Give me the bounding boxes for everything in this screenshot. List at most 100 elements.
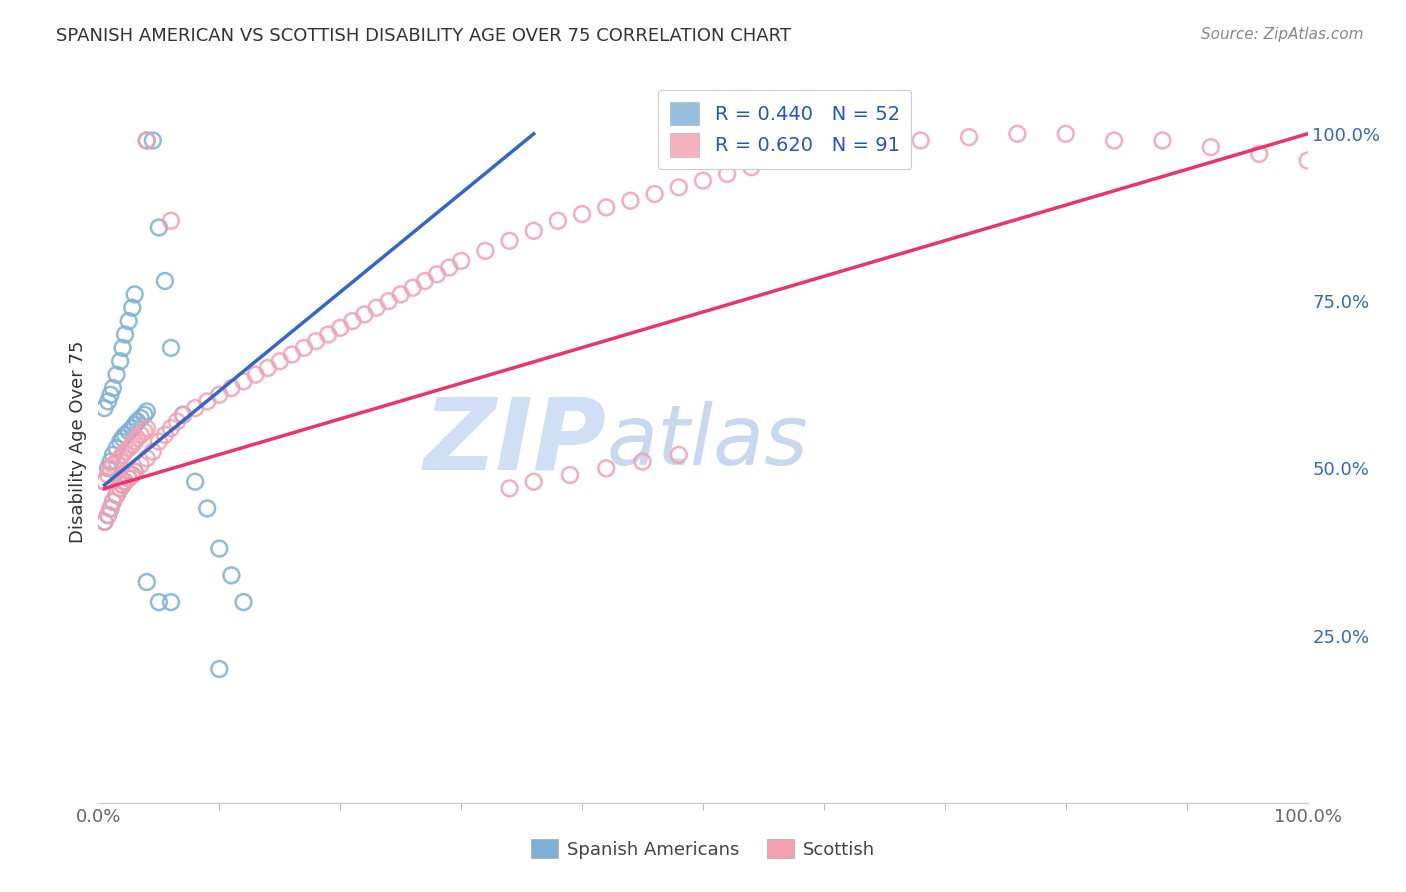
Point (108, 354, 131, 368)
Point (118, 314, 141, 328)
Point (740, 161, 762, 175)
Point (124, 287, 146, 301)
Point (208, 662, 231, 676)
Point (269, 354, 291, 368)
Point (135, 134, 157, 148)
Point (135, 421, 157, 435)
Point (100, 461, 122, 475)
Point (644, 187, 666, 202)
Point (160, 341, 183, 355)
Point (232, 375, 254, 389)
Point (97, 508, 120, 523)
Point (135, 451, 157, 466)
Point (134, 408, 156, 422)
Point (765, 153, 787, 168)
Point (124, 465, 146, 479)
Point (184, 475, 207, 489)
Point (118, 425, 141, 439)
Point (153, 274, 176, 288)
Point (437, 260, 460, 275)
Point (101, 448, 124, 462)
Point (668, 448, 690, 462)
Point (121, 438, 143, 452)
Point (108, 482, 131, 496)
Point (208, 541, 231, 556)
Point (166, 414, 188, 429)
Point (108, 434, 131, 449)
Point (450, 254, 472, 268)
Point (124, 434, 146, 449)
Point (118, 471, 141, 485)
Point (160, 214, 183, 228)
Point (121, 301, 143, 315)
Point (97, 508, 120, 523)
Point (142, 444, 165, 458)
Point (353, 307, 375, 322)
Point (1102, 134, 1125, 148)
Point (789, 147, 811, 161)
Text: ZIP: ZIP (423, 393, 606, 490)
Point (160, 595, 183, 609)
Point (148, 434, 170, 449)
Point (93, 515, 115, 529)
Point (172, 408, 194, 422)
Point (153, 427, 176, 442)
Point (105, 368, 128, 382)
Point (135, 575, 157, 590)
Point (668, 180, 690, 194)
Point (105, 488, 128, 502)
Point (121, 467, 143, 482)
Point (114, 444, 136, 458)
Point (910, 134, 932, 148)
Point (692, 173, 714, 188)
Legend: Spanish Americans, Scottish: Spanish Americans, Scottish (524, 832, 882, 866)
Point (127, 431, 149, 445)
Point (100, 455, 122, 469)
Text: atlas: atlas (606, 401, 808, 482)
Point (135, 134, 157, 148)
Point (105, 442, 128, 455)
Point (595, 201, 617, 215)
Point (118, 442, 141, 455)
Point (316, 327, 339, 342)
Point (114, 427, 136, 442)
Point (631, 455, 654, 469)
Point (281, 348, 304, 362)
Point (523, 475, 546, 489)
Point (100, 501, 122, 516)
Point (195, 394, 218, 409)
Point (1199, 140, 1222, 154)
Point (957, 130, 980, 145)
Point (111, 341, 134, 355)
Point (184, 401, 207, 416)
Point (474, 244, 496, 258)
Point (547, 214, 569, 228)
Point (860, 136, 883, 151)
Point (100, 387, 122, 401)
Point (105, 455, 128, 469)
Y-axis label: Disability Age Over 75: Disability Age Over 75 (69, 340, 87, 543)
Point (1249, 147, 1271, 161)
Point (413, 274, 436, 288)
Point (100, 501, 122, 516)
Point (93, 475, 115, 489)
Point (97, 394, 120, 409)
Point (134, 425, 156, 439)
Point (232, 595, 254, 609)
Point (148, 220, 170, 235)
Point (195, 501, 218, 516)
Point (129, 427, 152, 442)
Point (93, 401, 115, 416)
Point (716, 167, 738, 181)
Point (148, 595, 170, 609)
Point (221, 568, 243, 582)
Point (101, 458, 124, 472)
Point (101, 381, 124, 395)
Point (426, 268, 449, 282)
Point (108, 482, 131, 496)
Point (208, 387, 231, 401)
Point (101, 494, 124, 508)
Point (498, 234, 520, 248)
Point (127, 414, 149, 429)
Point (1152, 134, 1174, 148)
